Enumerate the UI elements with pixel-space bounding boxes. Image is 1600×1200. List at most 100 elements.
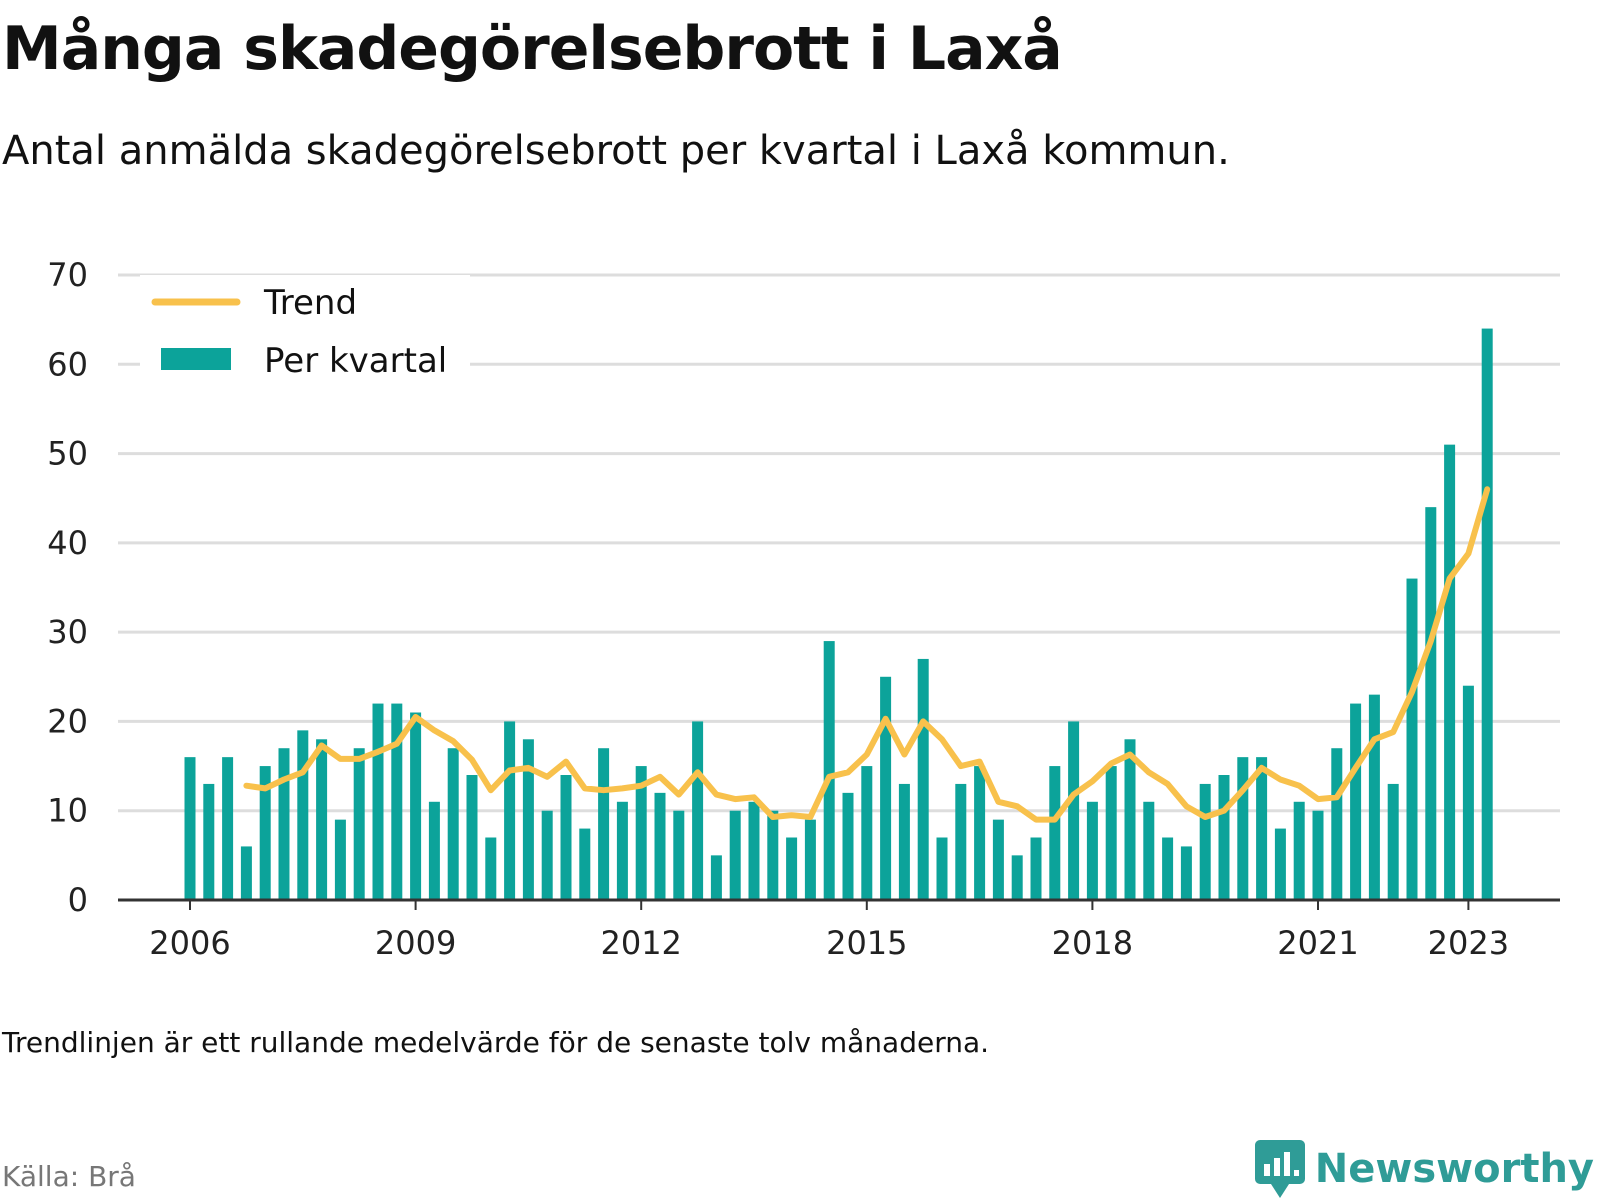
- bar: [1368, 694, 1380, 900]
- bar: [316, 739, 328, 900]
- y-tick-label: 0: [68, 881, 88, 919]
- bar: [1387, 783, 1399, 900]
- bar: [1049, 766, 1061, 900]
- bar: [579, 828, 591, 900]
- bar: [767, 810, 779, 900]
- bar: [1406, 578, 1418, 900]
- bar: [259, 766, 271, 900]
- bar: [297, 730, 309, 900]
- chart-area: 0 10 20 30 40 50 60 70 2006 2009 2012 2015 2018 2021 2…: [0, 240, 1600, 980]
- bar: [673, 810, 685, 900]
- source-text: Källa: Brå: [2, 1160, 136, 1193]
- x-tick-label: 2015: [826, 924, 907, 962]
- bar: [898, 783, 910, 900]
- bar: [334, 819, 346, 900]
- bar: [955, 783, 967, 900]
- bar: [842, 792, 854, 900]
- bar: [1030, 837, 1042, 900]
- bar: [974, 766, 986, 900]
- y-tick-label: 60: [47, 345, 88, 383]
- legend-bar-swatch: [161, 348, 231, 370]
- bar: [936, 837, 948, 900]
- bar: [504, 721, 516, 900]
- y-tick-label: 40: [47, 524, 88, 562]
- axes: 0 10 20 30 40 50 60 70 2006 2009 2012 2015 2018 2021 2…: [47, 256, 1560, 962]
- bar: [522, 739, 534, 900]
- bar: [880, 676, 892, 900]
- bar-series: [184, 328, 1493, 900]
- brand-logo: Newsworthy: [1254, 1140, 1594, 1198]
- y-tick-label: 30: [47, 613, 88, 651]
- bar: [203, 783, 215, 900]
- bar: [635, 766, 647, 900]
- bar: [1143, 801, 1155, 900]
- bar: [1331, 748, 1343, 900]
- legend-bar-label: Per kvartal: [264, 341, 447, 381]
- legend: Trend Per kvartal: [140, 275, 470, 387]
- x-tick-label: 2006: [149, 924, 230, 962]
- bar: [1237, 757, 1249, 900]
- chart-title: Många skadegörelsebrott i Laxå: [2, 14, 1063, 84]
- y-tick-label: 50: [47, 435, 88, 473]
- bar: [654, 792, 666, 900]
- x-tick-label: 2012: [600, 924, 681, 962]
- x-tick-label: 2023: [1428, 924, 1509, 962]
- trend-line: [243, 486, 1491, 823]
- bar: [1011, 855, 1023, 900]
- bar: [1274, 828, 1286, 900]
- bar: [1256, 757, 1268, 900]
- bar: [372, 703, 384, 900]
- y-tick-label: 10: [47, 792, 88, 830]
- bar: [541, 810, 553, 900]
- bar: [466, 775, 478, 900]
- bar: [1481, 328, 1493, 900]
- x-tick-label: 2018: [1052, 924, 1133, 962]
- bar: [917, 658, 929, 900]
- y-tick-label: 70: [47, 256, 88, 294]
- bar: [240, 846, 252, 900]
- brand-name: Newsworthy: [1314, 1146, 1594, 1192]
- bar: [1444, 444, 1456, 900]
- bar: [1180, 846, 1192, 900]
- bar: [447, 748, 459, 900]
- bar: [222, 757, 234, 900]
- x-tick-label: 2021: [1277, 924, 1358, 962]
- y-tick-label: 20: [47, 702, 88, 740]
- bar-line-chart: 0 10 20 30 40 50 60 70 2006 2009 2012 2015 2018 2021 2…: [47, 256, 1560, 962]
- bar: [804, 819, 816, 900]
- bar: [278, 748, 290, 900]
- bar: [1312, 810, 1324, 900]
- bar: [184, 757, 196, 900]
- bar: [1124, 739, 1136, 900]
- bar: [1350, 703, 1362, 900]
- bar: [1162, 837, 1174, 900]
- bar: [823, 641, 835, 900]
- bar: [1218, 775, 1230, 900]
- bar: [560, 775, 572, 900]
- bar: [1462, 685, 1474, 900]
- bar: [861, 766, 873, 900]
- bar: [1068, 721, 1080, 900]
- bar: [391, 703, 403, 900]
- bar: [1199, 783, 1211, 900]
- bar: [1105, 766, 1117, 900]
- footnote: Trendlinjen är ett rullande medelvärde f…: [2, 1026, 990, 1059]
- bar: [1086, 801, 1098, 900]
- bar: [1293, 801, 1305, 900]
- newsworthy-logo-icon: [1254, 1140, 1305, 1198]
- bar: [729, 810, 741, 900]
- bar: [410, 712, 422, 900]
- bar: [353, 748, 365, 900]
- bar: [598, 748, 610, 900]
- bar: [786, 837, 798, 900]
- legend-trend-label: Trend: [263, 283, 357, 323]
- bar: [992, 819, 1004, 900]
- bar: [616, 801, 628, 900]
- bar: [748, 801, 760, 900]
- x-tick-label: 2009: [375, 924, 456, 962]
- bar: [710, 855, 722, 900]
- bar: [428, 801, 440, 900]
- chart-subtitle: Antal anmälda skadegörelsebrott per kvar…: [2, 128, 1230, 174]
- bar: [692, 721, 704, 900]
- bar: [1425, 507, 1437, 900]
